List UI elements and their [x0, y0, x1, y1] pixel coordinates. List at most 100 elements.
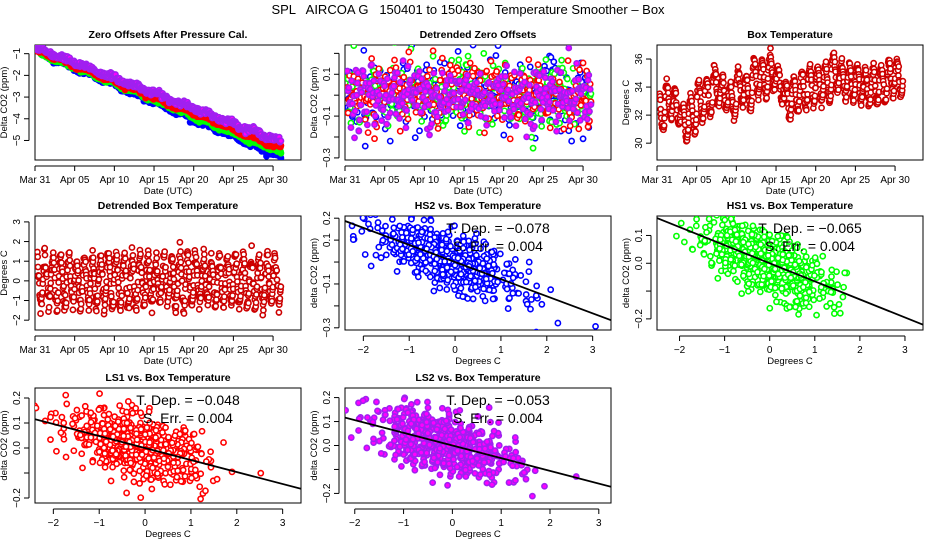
detrended-box-temperature-y-label: Degrees C [0, 250, 10, 296]
data-point [121, 255, 129, 262]
data-point [454, 67, 462, 74]
data-point [573, 60, 581, 67]
data-point [503, 62, 511, 70]
detrended-box-temperature-y-tick-label: 3 [12, 219, 23, 225]
data-point [161, 248, 169, 256]
data-point [482, 114, 490, 122]
box-temperature-frame [656, 44, 924, 161]
data-point [418, 117, 426, 125]
data-point [705, 92, 712, 99]
data-point [399, 57, 407, 65]
box-temperature-x-tick-label: Apr 20 [801, 175, 831, 186]
data-point [672, 89, 680, 97]
data-point [35, 263, 42, 271]
data-point [411, 134, 419, 142]
data-point [529, 144, 537, 152]
data-point [767, 45, 774, 52]
data-point [553, 127, 561, 135]
data-point [277, 137, 285, 145]
data-point [125, 304, 133, 312]
detrended-zero-offsets-points [345, 45, 595, 152]
data-point [172, 302, 180, 310]
data-point [434, 125, 442, 132]
data-point [573, 109, 581, 117]
data-point [162, 263, 170, 271]
data-point [506, 121, 513, 129]
box-temperature-x-tick-label: Apr 25 [841, 175, 871, 186]
data-point [360, 72, 368, 80]
data-point [371, 112, 379, 120]
detrended-zero-offsets-x-tick-label: Mar 31 [329, 175, 361, 186]
data-point [883, 85, 891, 93]
data-point [58, 259, 65, 267]
data-point [583, 115, 591, 123]
box-temperature-x-tick-label: Mar 31 [641, 175, 673, 186]
zero-offsets-x-tick-label: Apr 25 [219, 175, 249, 186]
data-point [110, 298, 117, 306]
data-point [564, 57, 572, 65]
data-point [277, 149, 285, 157]
data-point [70, 293, 78, 301]
data-point [355, 127, 363, 135]
data-point [396, 78, 404, 86]
data-point [378, 117, 386, 125]
zero-offsets-x-tick-label: Apr 05 [60, 175, 90, 186]
data-point [546, 124, 554, 132]
data-point [763, 94, 771, 102]
data-point [423, 61, 431, 69]
data-point [708, 108, 715, 116]
data-point [75, 276, 83, 284]
data-point [176, 238, 184, 246]
data-point [359, 67, 367, 75]
data-point [795, 107, 803, 114]
detrended-box-temperature-y-tick-label: 1 [12, 258, 23, 264]
zero-offsets-panel: Zero Offsets After Pressure Cal.Mar 31 Ap… [0, 29, 302, 197]
data-point [35, 253, 42, 261]
zero-offsets-x-tick-label: Apr 15 [139, 175, 169, 186]
data-point [129, 252, 137, 259]
data-point [97, 252, 105, 260]
box-temperature-title: Box Temperature [747, 29, 833, 41]
data-point [363, 108, 371, 116]
data-point [473, 79, 481, 87]
data-point [46, 292, 54, 300]
detrended-zero-offsets-x-tick-label: Apr 10 [410, 175, 440, 186]
data-point [121, 249, 129, 257]
data-point [487, 57, 495, 65]
data-point [153, 267, 161, 275]
data-point [100, 307, 108, 314]
data-point [739, 104, 747, 111]
data-point [523, 133, 531, 141]
data-point [875, 96, 882, 104]
data-point [383, 75, 391, 83]
zero-offsets-y-label: Delta CO2 (ppm) [0, 67, 10, 139]
data-point [456, 122, 464, 130]
data-point [368, 55, 376, 62]
data-point [862, 66, 870, 74]
data-point [512, 122, 520, 130]
data-point [177, 258, 185, 266]
data-point [101, 301, 109, 309]
detrended-box-temperature-x-tick-label: Mar 31 [19, 345, 51, 356]
data-point [89, 254, 97, 262]
data-point [66, 256, 74, 264]
detrended-box-temperature-x-label: Date (UTC) [144, 356, 193, 367]
data-point [454, 95, 462, 103]
data-point [361, 116, 369, 123]
data-point [550, 58, 558, 66]
data-point [347, 124, 355, 131]
data-point [61, 291, 69, 299]
data-point [371, 121, 378, 128]
data-point [566, 117, 573, 125]
data-point [895, 63, 903, 70]
data-point [776, 71, 784, 79]
data-point [803, 96, 811, 104]
data-point [363, 121, 371, 129]
data-point [360, 46, 368, 54]
data-point [521, 78, 528, 86]
data-point [345, 84, 353, 92]
data-point [370, 77, 378, 85]
data-point [871, 82, 879, 90]
data-point [538, 122, 546, 130]
